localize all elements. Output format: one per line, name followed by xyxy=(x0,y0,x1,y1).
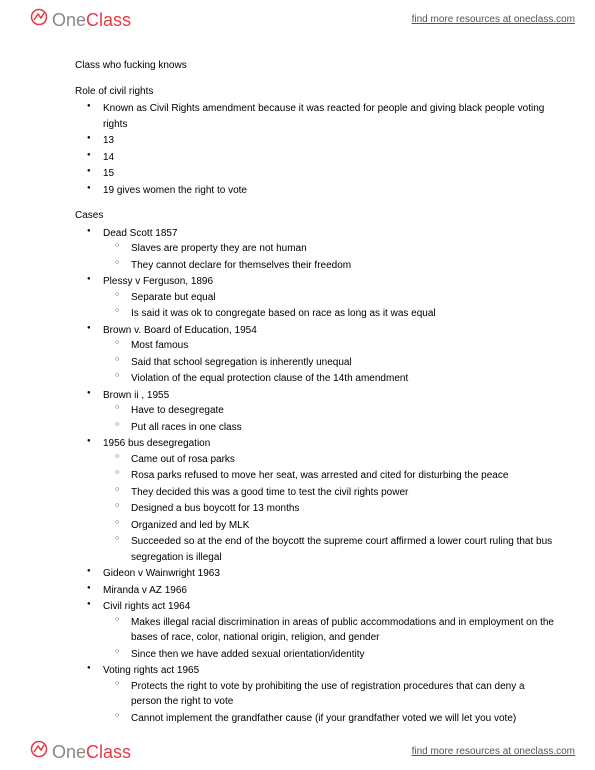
sub-list: Have to desegregatePut all races in one … xyxy=(103,403,555,435)
list-item: Known as Civil Rights amendment because … xyxy=(103,101,555,132)
brand-part1: One xyxy=(52,742,86,763)
sub-list: Makes illegal racial discrimination in a… xyxy=(103,615,555,663)
sub-list-item: Violation of the equal protection clause… xyxy=(131,371,555,387)
header-tagline-link[interactable]: find more resources at oneclass.com xyxy=(412,14,575,25)
list-item-text: 15 xyxy=(103,168,114,179)
sub-list-item: Since then we have added sexual orientat… xyxy=(131,647,555,663)
sub-list-item: They cannot declare for themselves their… xyxy=(131,258,555,274)
document-body: Class who fucking knows Role of civil ri… xyxy=(75,58,555,730)
list-item: Brown ii , 1955 Have to desegregatePut al… xyxy=(103,388,555,436)
list-item-text: Gideon v Wainwright 1963 xyxy=(103,568,220,579)
sub-list-item: Is said it was ok to congregate based on… xyxy=(131,306,555,322)
list-item-text: 19 gives women the right to vote xyxy=(103,185,247,196)
list-item-text: Brown v. Board of Education, 1954 xyxy=(103,325,257,336)
list-item: Gideon v Wainwright 1963 xyxy=(103,566,555,582)
sub-list-item: Succeeded so at the end of the boycott t… xyxy=(131,534,555,565)
sub-list-item: Put all races in one class xyxy=(131,420,555,436)
list-item-text: Miranda v AZ 1966 xyxy=(103,585,187,596)
list-item: Brown v. Board of Education, 1954 Most fa… xyxy=(103,323,555,387)
list-item-text: 13 xyxy=(103,135,114,146)
list-item-text: Plessy v Ferguson, 1896 xyxy=(103,276,213,287)
logo-icon xyxy=(30,8,48,31)
sub-list-item: Separate but equal xyxy=(131,290,555,306)
sub-list: Came out of rosa parksRosa parks refused… xyxy=(103,452,555,566)
list-item: Miranda v AZ 1966 xyxy=(103,583,555,599)
section-heading: Role of civil rights xyxy=(75,84,555,100)
sub-list-item: Said that school segregation is inherent… xyxy=(131,355,555,371)
section1-list: Known as Civil Rights amendment because … xyxy=(75,101,555,198)
list-item: Plessy v Ferguson, 1896 Separate but equa… xyxy=(103,274,555,322)
list-item: 19 gives women the right to vote xyxy=(103,183,555,199)
list-item-text: Civil rights act 1964 xyxy=(103,601,190,612)
sub-list-item: Have to desegregate xyxy=(131,403,555,419)
list-item-text: Known as Civil Rights amendment because … xyxy=(103,103,544,130)
sub-list-item: They decided this was a good time to tes… xyxy=(131,485,555,501)
sub-list: Most famousSaid that school segregation … xyxy=(103,338,555,387)
brand-part2: Class xyxy=(86,742,131,763)
brand-logo: OneClass xyxy=(30,740,131,763)
list-item-text: Brown ii , 1955 xyxy=(103,390,169,401)
page-title: Class who fucking knows xyxy=(75,58,555,74)
sub-list-item: Came out of rosa parks xyxy=(131,452,555,468)
brand-part2: Class xyxy=(86,10,131,31)
sub-list-item: Slaves are property they are not human xyxy=(131,241,555,257)
list-item: 13 xyxy=(103,133,555,149)
footer-tagline-link[interactable]: find more resources at oneclass.com xyxy=(412,746,575,757)
section-heading: Cases xyxy=(75,208,555,224)
page-header: OneClass find more resources at oneclass… xyxy=(0,0,595,38)
section2-list: Dead Scott 1857 Slaves are property they … xyxy=(75,226,555,727)
page-footer: OneClass find more resources at oneclass… xyxy=(0,732,595,770)
list-item-text: Dead Scott 1857 xyxy=(103,228,178,239)
logo-icon xyxy=(30,740,48,763)
sub-list-item: Cannot implement the grandfather cause (… xyxy=(131,711,555,727)
sub-list-item: Protects the right to vote by prohibitin… xyxy=(131,679,555,710)
sub-list-item: Makes illegal racial discrimination in a… xyxy=(131,615,555,646)
list-item-text: 14 xyxy=(103,152,114,163)
list-item: Dead Scott 1857 Slaves are property they … xyxy=(103,226,555,274)
sub-list: Separate but equalIs said it was ok to c… xyxy=(103,290,555,322)
list-item: Civil rights act 1964 Makes illegal racia… xyxy=(103,599,555,662)
sub-list-item: Rosa parks refused to move her seat, was… xyxy=(131,468,555,484)
list-item: 15 xyxy=(103,166,555,182)
sub-list-item: Most famous xyxy=(131,338,555,354)
sub-list-item: Designed a bus boycott for 13 months xyxy=(131,501,555,517)
sub-list-item: Organized and led by MLK xyxy=(131,518,555,534)
brand-part1: One xyxy=(52,10,86,31)
list-item: Voting rights act 1965 Protects the right… xyxy=(103,663,555,726)
list-item-text: Voting rights act 1965 xyxy=(103,665,199,676)
list-item-text: 1956 bus desegregation xyxy=(103,438,210,449)
brand-logo: OneClass xyxy=(30,8,131,31)
sub-list: Slaves are property they are not humanTh… xyxy=(103,241,555,273)
list-item: 14 xyxy=(103,150,555,166)
sub-list: Protects the right to vote by prohibitin… xyxy=(103,679,555,727)
list-item: 1956 bus desegregation Came out of rosa p… xyxy=(103,436,555,565)
